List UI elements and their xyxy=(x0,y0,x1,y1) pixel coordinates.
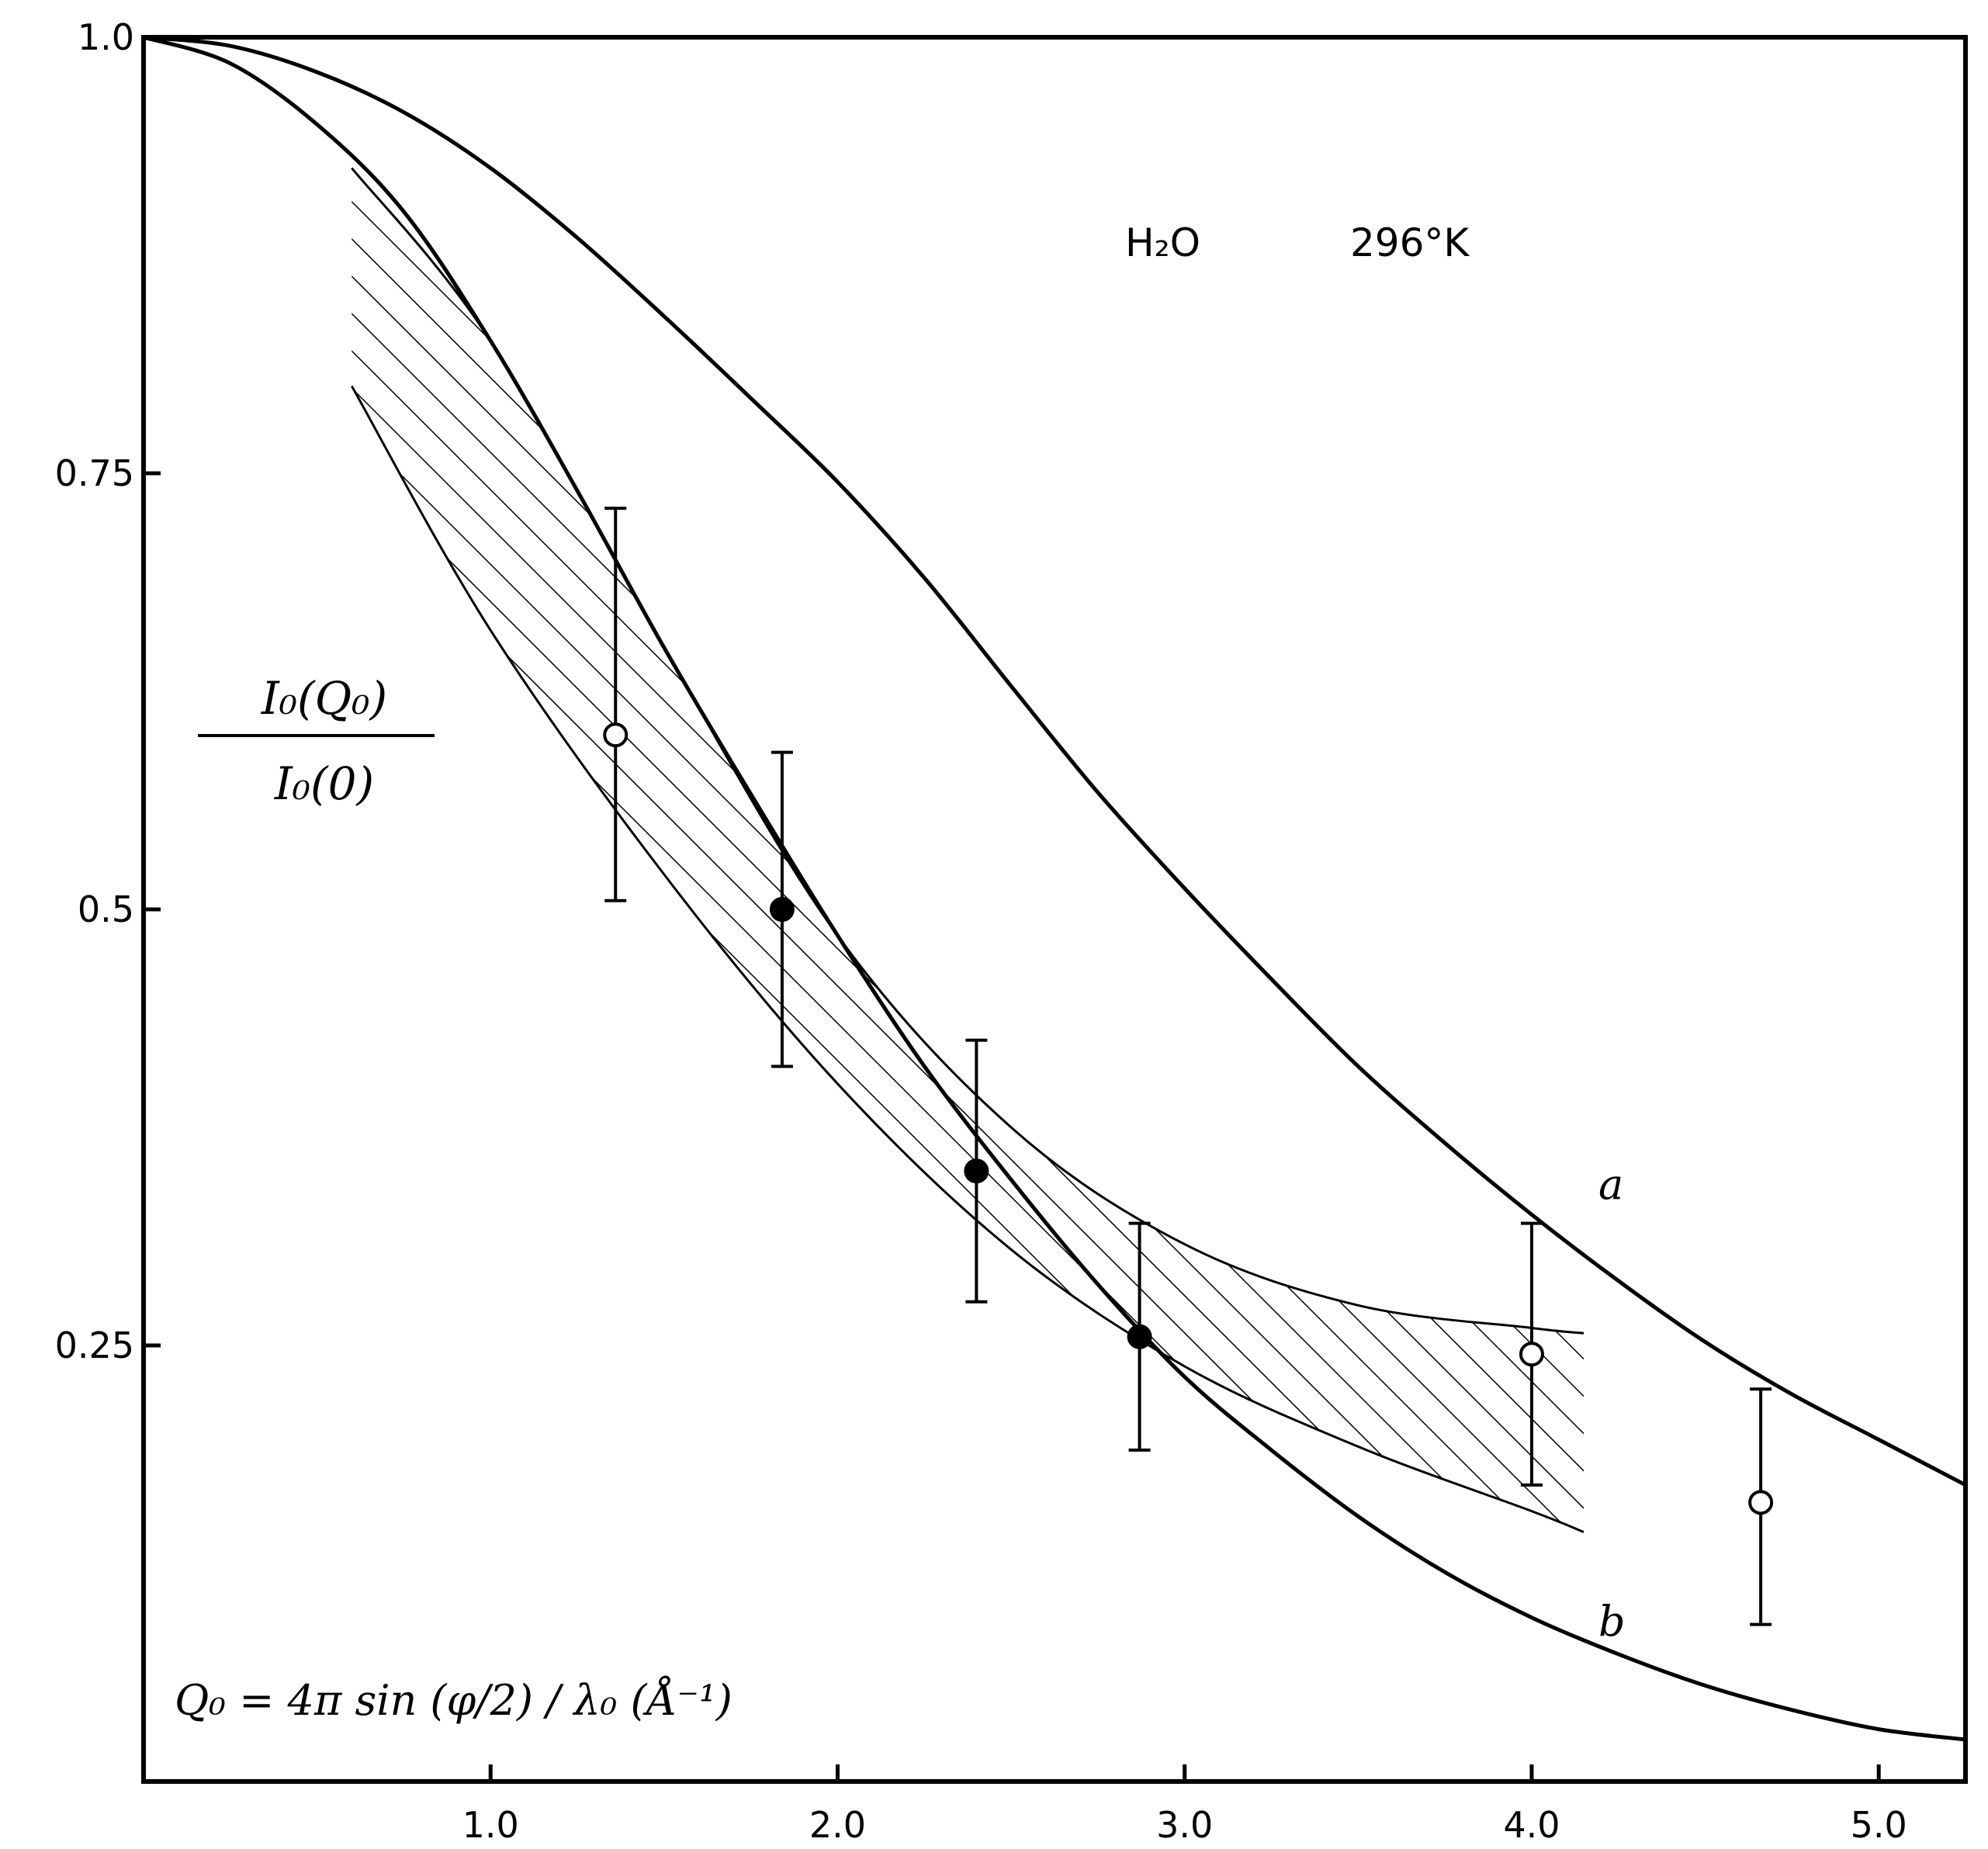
model-curves xyxy=(143,35,1967,1742)
band-fill xyxy=(352,168,1584,1532)
x-tick-label-3: 3.0 xyxy=(1156,1804,1213,1846)
x-tick-label-2: 2.0 xyxy=(809,1804,866,1846)
curve-label-b: b xyxy=(1598,1597,1626,1646)
hatched-band xyxy=(350,167,1585,1533)
curve-b xyxy=(143,35,1966,1742)
data-points xyxy=(603,506,1774,1626)
y-tick-label-3: 0.75 xyxy=(55,452,134,494)
x-tick-label-5: 5.0 xyxy=(1851,1804,1907,1846)
x-axis-label: Q₀ = 4π sin (φ/2) / λ₀ (Å⁻¹) xyxy=(175,1674,733,1725)
y-axis-label-numerator: I₀(Q₀) xyxy=(261,672,387,725)
curve-label-a: a xyxy=(1598,1160,1623,1209)
data-point-5 xyxy=(1519,1342,1544,1367)
x-tick-label-1: 1.0 xyxy=(462,1804,519,1846)
data-point-3 xyxy=(964,1158,989,1184)
axis-ticks: 1.0 2.0 3.0 4.0 5.0 0.25 0.5 0.75 1.0 xyxy=(55,16,1907,1846)
y-tick-label-1: 0.25 xyxy=(55,1324,134,1366)
y-tick-label-2: 0.5 xyxy=(78,888,134,930)
y-axis-label-denominator: I₀(0) xyxy=(274,757,374,810)
curve-a xyxy=(143,35,1967,1487)
data-point-4 xyxy=(1127,1324,1152,1349)
temperature-label: 296°K xyxy=(1350,220,1470,265)
sample-label: H₂O xyxy=(1125,220,1200,265)
band-lower-edge xyxy=(350,385,1585,1533)
data-point-1 xyxy=(603,722,629,748)
y-tick-label-4: 1.0 xyxy=(78,16,134,58)
x-tick-label-4: 4.0 xyxy=(1503,1804,1560,1846)
data-point-2 xyxy=(769,897,795,922)
data-point-6 xyxy=(1748,1490,1774,1515)
